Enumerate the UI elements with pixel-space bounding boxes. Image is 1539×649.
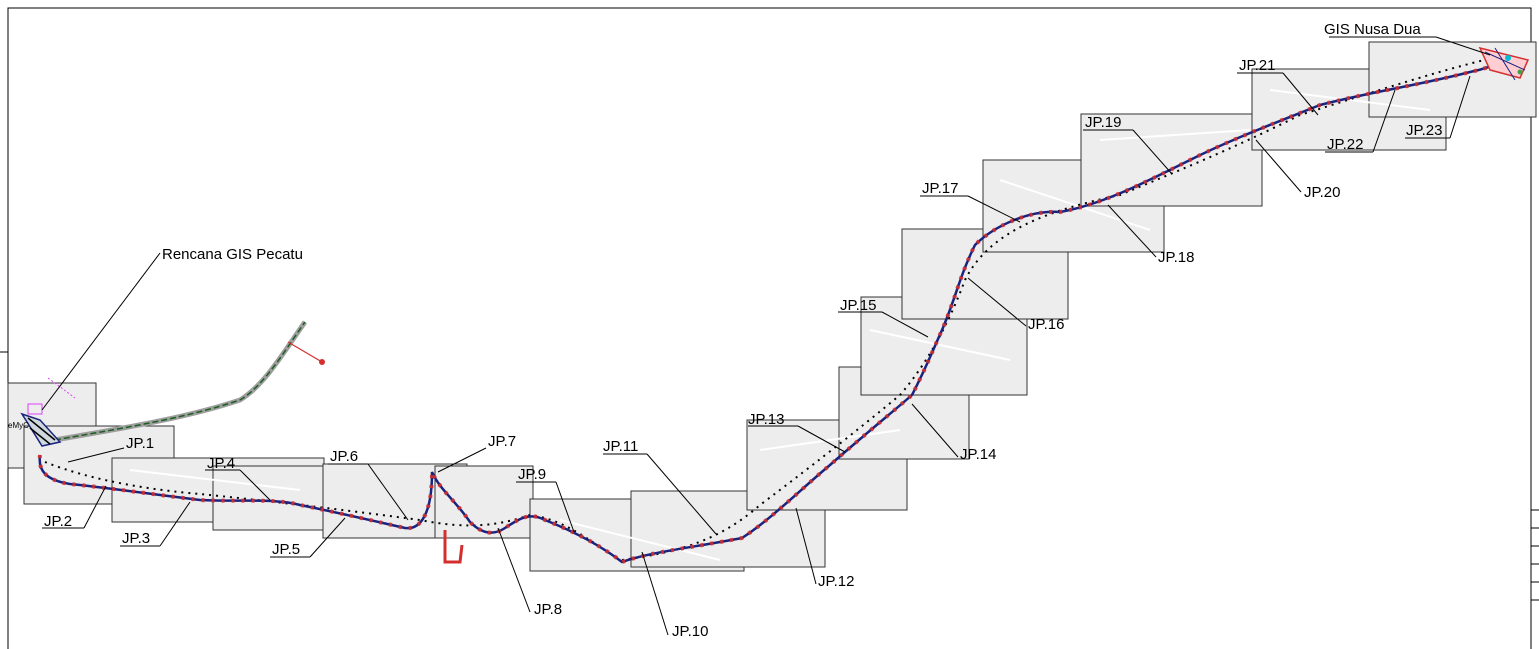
branch-stub-end xyxy=(319,359,325,365)
jp-label: JP.14 xyxy=(960,446,996,463)
map-tile xyxy=(1080,113,1263,207)
spur-route xyxy=(443,530,464,564)
pecatu-substation xyxy=(20,377,76,447)
map-tiles xyxy=(7,41,1537,572)
jp-label: JP.13 xyxy=(748,411,784,428)
jp-label: JP.4 xyxy=(207,455,235,472)
jp-label: JP.8 xyxy=(534,601,562,618)
jp-label: JP.12 xyxy=(818,573,854,590)
jp-label: JP.16 xyxy=(1028,316,1064,333)
jp-label: JP.21 xyxy=(1239,57,1275,74)
map-tile xyxy=(212,465,336,531)
branch-stub xyxy=(287,341,323,363)
jp-label: JP.2 xyxy=(44,513,72,530)
jp-label: JP.19 xyxy=(1085,114,1121,131)
jp-label: JP.3 xyxy=(122,530,150,547)
tile-roads xyxy=(129,89,1431,561)
left-stub-label: eMyC xyxy=(8,421,29,430)
map-tile xyxy=(434,465,534,539)
jp-label: JP.7 xyxy=(488,433,516,450)
margin-ticks xyxy=(1531,509,1539,601)
road xyxy=(1269,89,1431,111)
jp-label: JP.22 xyxy=(1327,136,1363,153)
alt-route xyxy=(44,54,1506,562)
road xyxy=(759,429,901,451)
road xyxy=(129,469,301,491)
jp-label: JP.23 xyxy=(1406,122,1442,139)
jp-label: JP.18 xyxy=(1158,249,1194,266)
road xyxy=(869,329,1011,361)
jp-label: JP.1 xyxy=(126,435,154,452)
main-route-markers xyxy=(37,56,1511,565)
destination-label: GIS Nusa Dua xyxy=(1324,21,1421,38)
jp-label: JP.10 xyxy=(672,623,708,640)
nusa-dua-substation xyxy=(1478,46,1530,81)
jp-label: JP.9 xyxy=(518,466,546,483)
road xyxy=(559,519,721,561)
leader-lines xyxy=(41,36,1491,636)
jp-label: JP.20 xyxy=(1304,184,1340,201)
jp-label: JP.15 xyxy=(840,297,876,314)
jp-label: JP.17 xyxy=(922,180,958,197)
secondary-route-core xyxy=(54,321,306,441)
road xyxy=(1099,129,1251,141)
jp-label: JP.6 xyxy=(330,448,358,465)
jp-label: JP.5 xyxy=(272,541,300,558)
jp-label: JP.11 xyxy=(603,438,638,455)
origin-label: Rencana GIS Pecatu xyxy=(162,246,303,263)
road xyxy=(999,179,1151,231)
